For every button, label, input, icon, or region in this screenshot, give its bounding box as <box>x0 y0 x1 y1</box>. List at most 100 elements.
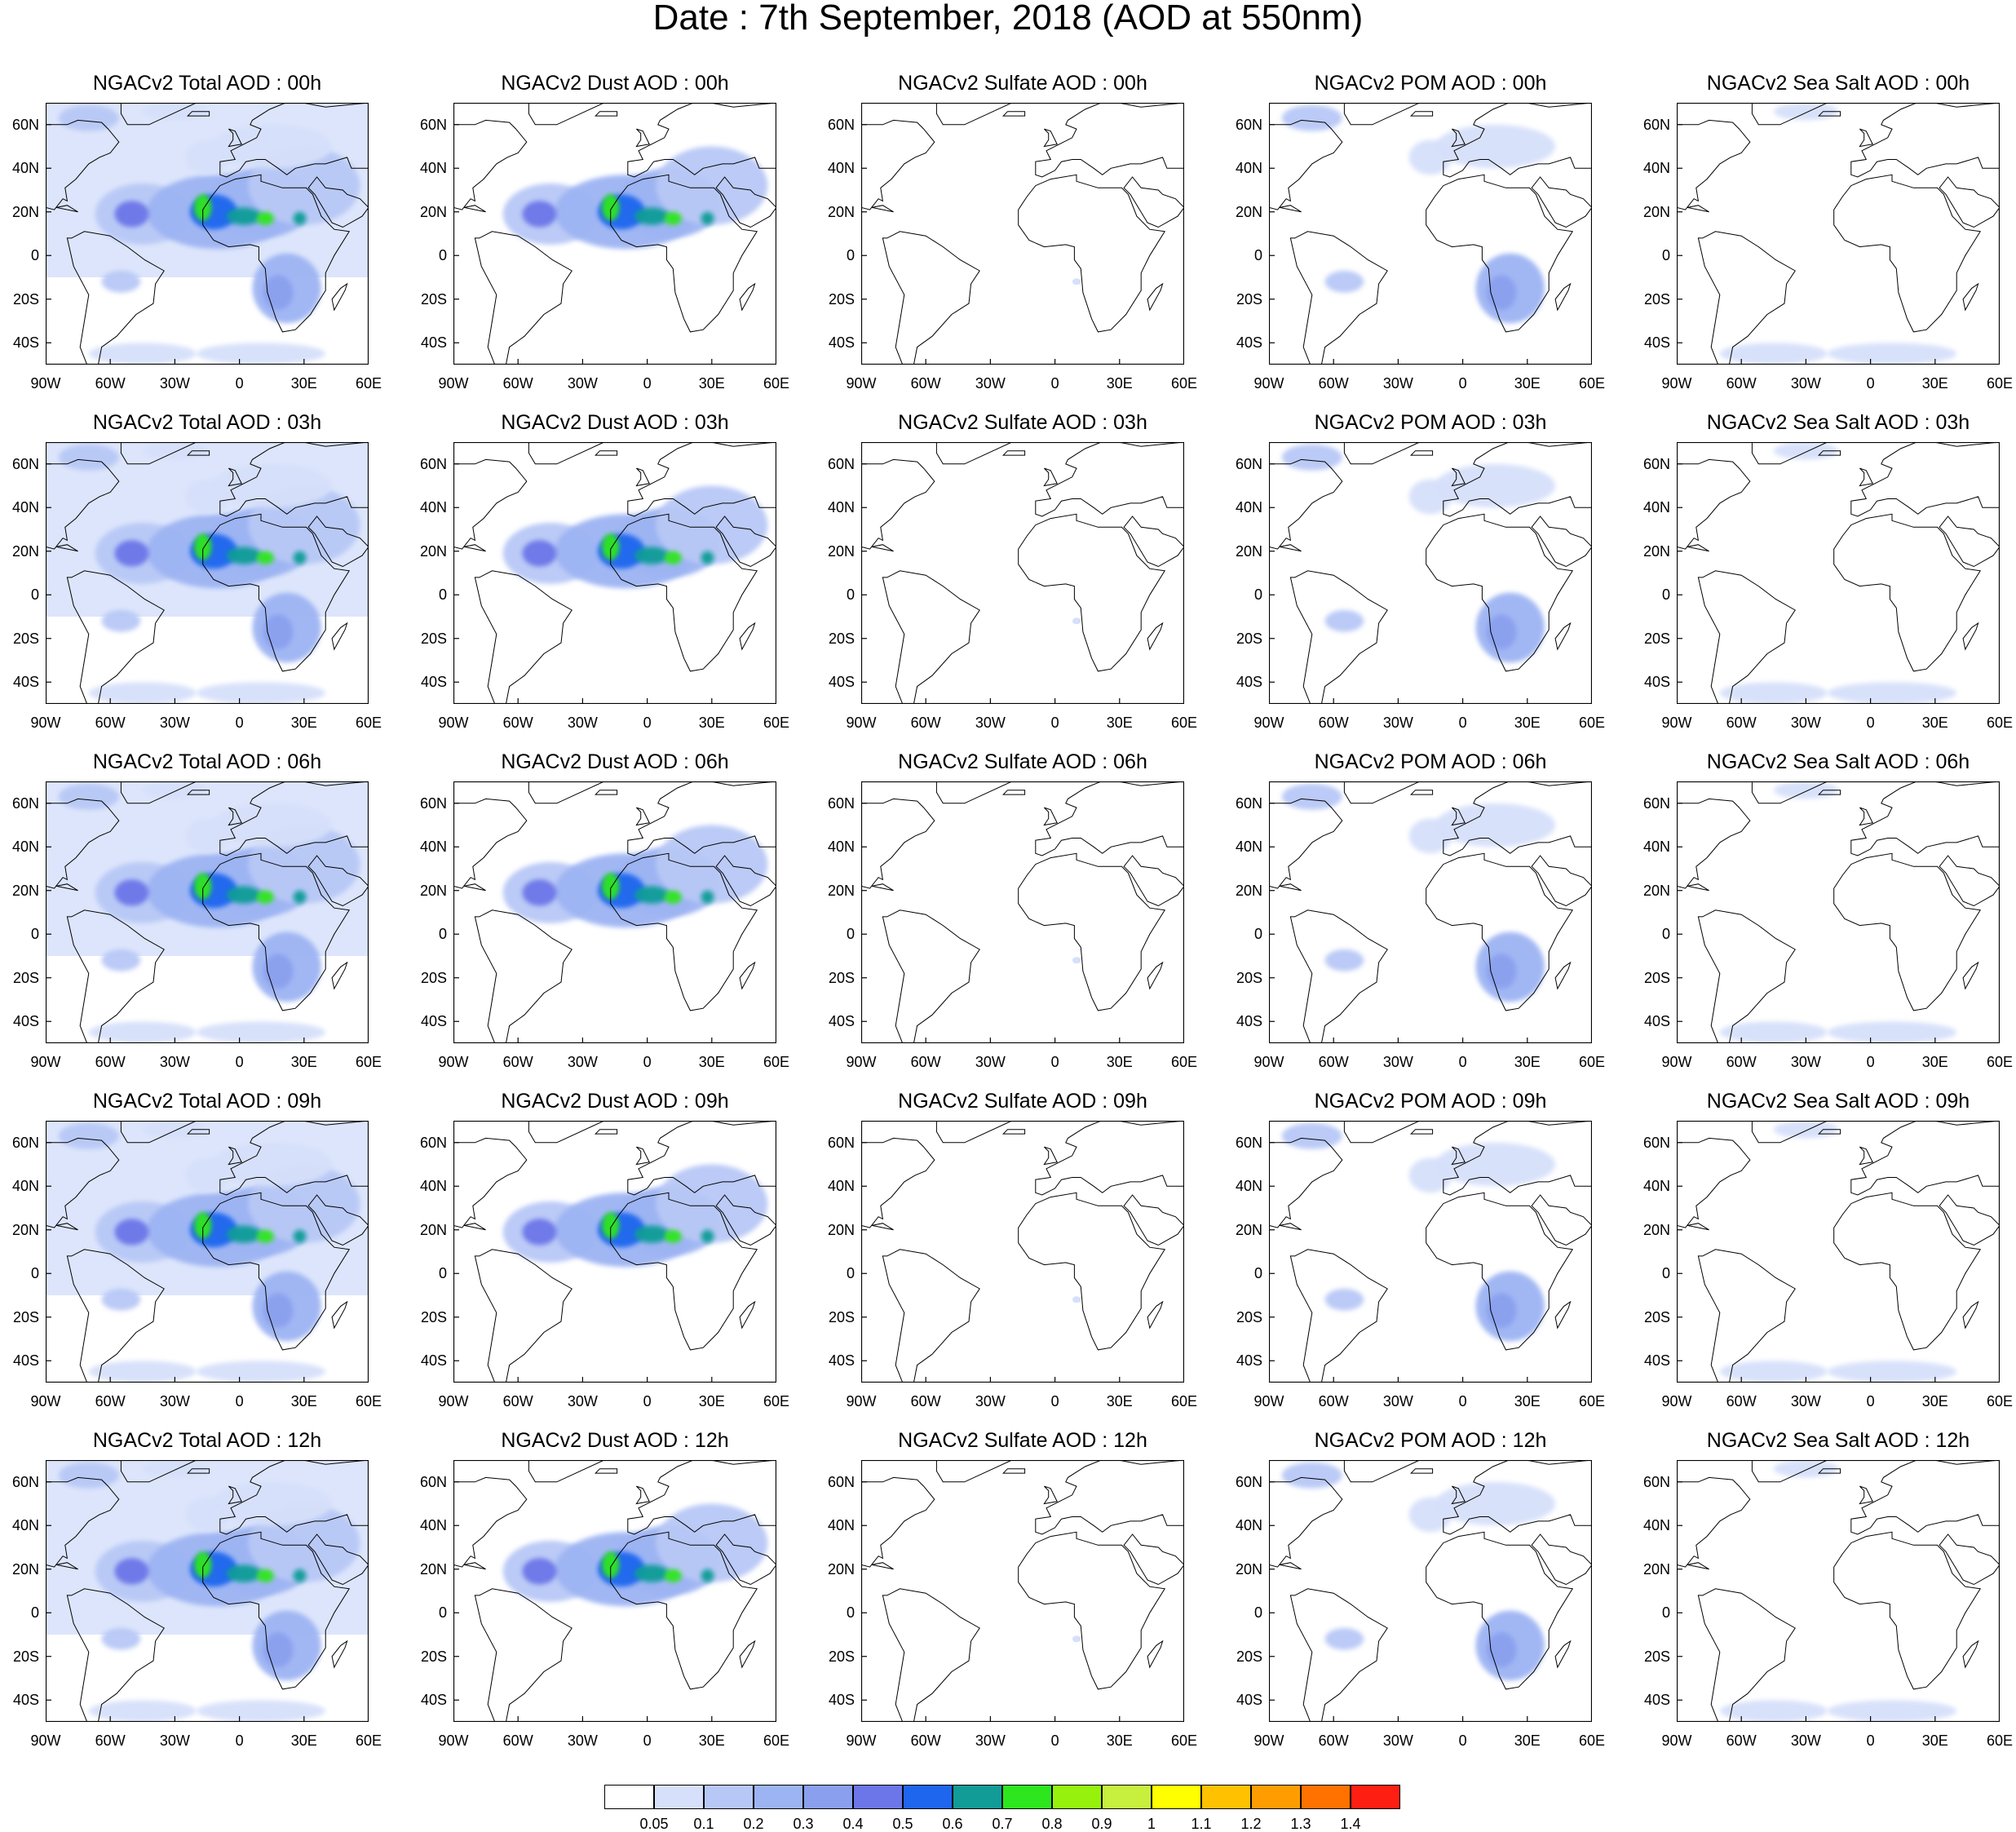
lat-tick-label: 40N <box>11 1178 39 1195</box>
lat-tick-label: 60N <box>11 116 39 133</box>
panel-title: NGACv2 Sea Salt AOD : 03h <box>1706 411 1970 434</box>
lat-tick-label: 40N <box>1642 839 1670 856</box>
lon-tick-label: 0 <box>1458 1732 1467 1749</box>
lat-tick-label: 20S <box>1236 290 1262 308</box>
aod-plume <box>664 890 682 904</box>
lon-tick-label: 60E <box>1986 715 2014 731</box>
lon-tick-label: 30E <box>1921 375 1948 392</box>
lon-tick-label: 60W <box>95 375 126 392</box>
panel-title: NGACv2 Sea Salt AOD : 12h <box>1706 1429 1970 1452</box>
lon-tick-label: 60E <box>763 375 790 392</box>
aod-plume <box>701 890 714 904</box>
lon-tick-label: 30E <box>1106 1393 1133 1409</box>
lat-tick-label: 40N <box>11 499 39 516</box>
panel-title: NGACv2 POM AOD : 12h <box>1314 1429 1547 1452</box>
aod-plume <box>656 825 768 904</box>
colorbar-swatch <box>1301 1785 1351 1809</box>
map-panel-total-2: NGACv2 Total AOD : 06h 60N 40N 20N 0 20S 40S 90… <box>0 750 408 1090</box>
aod-plume <box>256 1229 274 1243</box>
lon-tick-label: 60E <box>1578 1054 1606 1070</box>
panel-title: NGACv2 Dust AOD : 12h <box>501 1429 729 1452</box>
aod-plume <box>211 463 333 508</box>
map-panel-pom-3: NGACv2 POM AOD : 09h 60N 40N 20N 0 20S 40S 90W 6… <box>1223 1090 1631 1429</box>
lon-tick-label: 60E <box>1170 1732 1198 1749</box>
coastline <box>46 1460 369 1722</box>
lon-tick-label: 90W <box>846 375 877 392</box>
lat-tick-label: 60N <box>419 1473 447 1490</box>
lat-tick-label: 20N <box>1642 882 1670 899</box>
aod-plume <box>602 194 620 221</box>
lat-tick-label: 20S <box>420 630 447 647</box>
lat-tick-label: 20S <box>828 290 855 308</box>
lon-tick-label: 90W <box>1661 1393 1692 1409</box>
aod-plume <box>194 873 212 900</box>
coastline <box>1269 442 1592 704</box>
lon-tick-label: 60W <box>95 1732 126 1749</box>
lon-tick-label: 60E <box>1986 375 2014 392</box>
colorbar-swatch <box>853 1785 903 1809</box>
lat-tick-label: 0 <box>438 1604 447 1622</box>
coastline <box>453 442 776 704</box>
map-frame <box>46 103 369 365</box>
lon-tick-label: 30E <box>290 375 317 392</box>
map-area <box>1269 1121 1592 1383</box>
lat-tick-label: 40S <box>1643 1013 1670 1030</box>
panel-title: NGACv2 Sea Salt AOD : 06h <box>1706 750 1970 773</box>
lon-tick-label: 0 <box>1050 1054 1059 1070</box>
lat-tick-label: 20N <box>827 882 855 899</box>
lat-tick-label: 40S <box>12 334 39 352</box>
aod-plume <box>114 879 149 906</box>
lon-tick-label: 30W <box>975 715 1006 731</box>
lat-tick-label: 20S <box>828 1648 855 1665</box>
lat-tick-label: 20N <box>419 1560 447 1578</box>
map-frame <box>453 442 776 704</box>
lon-tick-label: 30W <box>1382 715 1413 731</box>
map-panel-pom-1: NGACv2 POM AOD : 03h 60N 40N 20N 0 20S 40S 90W 6… <box>1223 411 1631 750</box>
aod-plume <box>101 270 141 293</box>
aod-plume <box>1435 1142 1556 1187</box>
lat-tick-label: 20S <box>420 1308 447 1325</box>
lat-tick-label: 40S <box>12 1692 39 1709</box>
lat-tick-label: 60N <box>1235 794 1262 812</box>
map-area <box>1677 103 2000 365</box>
map-svg <box>46 781 369 1043</box>
aod-plume <box>1072 1635 1081 1643</box>
aod-plume <box>701 211 714 225</box>
aod-plume <box>634 1564 669 1582</box>
map-panel-pom-4: NGACv2 POM AOD : 12h 60N 40N 20N 0 20S 40S 90W 6… <box>1223 1429 1631 1768</box>
lat-tick-label: 40N <box>1235 1517 1262 1534</box>
map-area <box>453 781 776 1043</box>
lat-tick-label: 40S <box>828 1013 855 1030</box>
map-svg <box>46 442 369 704</box>
lon-tick-label: 0 <box>1866 1732 1875 1749</box>
coastline <box>861 442 1184 704</box>
colorbar-label: 0.1 <box>693 1816 714 1832</box>
map-svg <box>861 442 1184 704</box>
map-frame <box>861 1121 1184 1383</box>
lon-tick-label: 90W <box>30 1732 61 1749</box>
lat-tick-label: 20N <box>11 203 39 220</box>
lon-tick-label: 30E <box>1106 1732 1133 1749</box>
map-panel-pom-2: NGACv2 POM AOD : 06h 60N 40N 20N 0 20S 40S 90W 6… <box>1223 750 1631 1090</box>
map-frame <box>453 1121 776 1383</box>
lat-tick-label: 40N <box>419 160 447 177</box>
lat-tick-label: 20S <box>1236 1648 1262 1665</box>
lon-tick-label: 0 <box>235 375 244 392</box>
lat-tick-label: 40S <box>1236 1692 1262 1709</box>
lon-tick-label: 60W <box>1318 715 1349 731</box>
aod-plume <box>1408 139 1452 175</box>
lon-tick-label: 30E <box>290 1054 317 1070</box>
map-area <box>453 442 776 704</box>
lat-tick-label: 60N <box>1642 1134 1670 1151</box>
map-frame <box>861 781 1184 1043</box>
coastline <box>453 103 776 365</box>
lat-tick-label: 20S <box>828 969 855 986</box>
lat-tick-label: 20N <box>827 1221 855 1238</box>
aod-plume <box>226 1225 261 1243</box>
lat-tick-label: 40N <box>419 839 447 856</box>
aod-plume <box>58 444 119 471</box>
lon-tick-label: 0 <box>643 1054 652 1070</box>
lat-tick-label: 20S <box>420 290 447 308</box>
lon-tick-label: 0 <box>643 375 652 392</box>
lat-tick-label: 20N <box>419 203 447 220</box>
